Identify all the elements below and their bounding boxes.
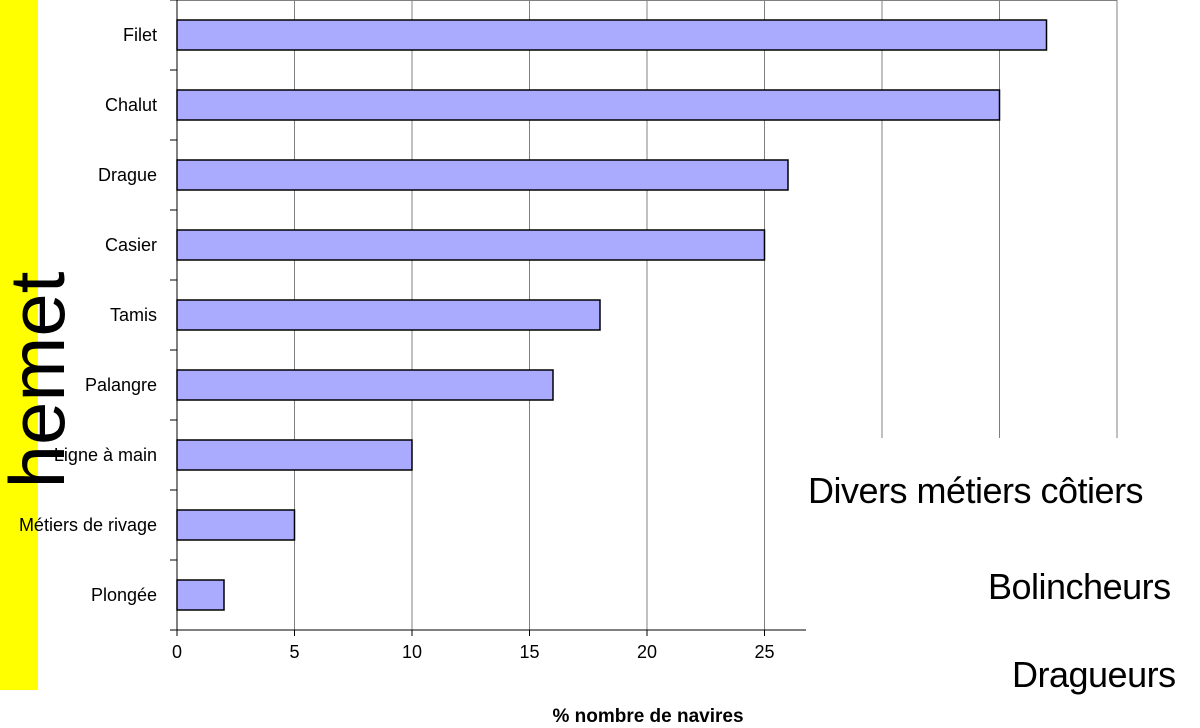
bar: [176, 579, 225, 611]
bar: [176, 159, 789, 191]
category-label: Drague: [98, 165, 157, 185]
category-label: Ligne à main: [54, 445, 157, 465]
text-area-background: [807, 438, 1200, 728]
bar: [176, 19, 1048, 51]
x-tick-label: 10: [402, 642, 422, 662]
category-label: Plongée: [91, 585, 157, 605]
yellow-highlight-band: [0, 0, 38, 690]
category-label: Tamis: [110, 305, 157, 325]
x-tick-labels: 0 5 10 15 20 25: [172, 642, 775, 662]
category-label: Casier: [105, 235, 157, 255]
x-tick-label: 0: [172, 642, 182, 662]
x-tick-label: 15: [519, 642, 539, 662]
x-axis-title: % nombre de navires: [552, 706, 743, 727]
x-tick-label: 20: [637, 642, 657, 662]
axes: [170, 0, 806, 636]
bar: [176, 369, 554, 401]
category-label: Filet: [123, 25, 157, 45]
right-label-bolincheurs: Bolincheurs: [988, 566, 1171, 607]
category-labels: Filet Chalut Drague Casier Tamis Palangre Lign…: [19, 25, 157, 605]
right-label-divers-metiers: Divers métiers côtiers: [808, 470, 1144, 511]
bar: [176, 89, 1001, 121]
x-tick-label: 5: [289, 642, 299, 662]
x-tick-label: 25: [754, 642, 774, 662]
bar: [176, 509, 296, 541]
bar: [176, 229, 766, 261]
bars: [176, 19, 1048, 611]
right-label-dragueurs: Dragueurs: [1012, 654, 1176, 695]
bar: [176, 299, 601, 331]
category-label: Chalut: [105, 95, 157, 115]
category-label: Palangre: [85, 375, 157, 395]
bar: [176, 439, 413, 471]
category-label: Métiers de rivage: [19, 515, 157, 535]
